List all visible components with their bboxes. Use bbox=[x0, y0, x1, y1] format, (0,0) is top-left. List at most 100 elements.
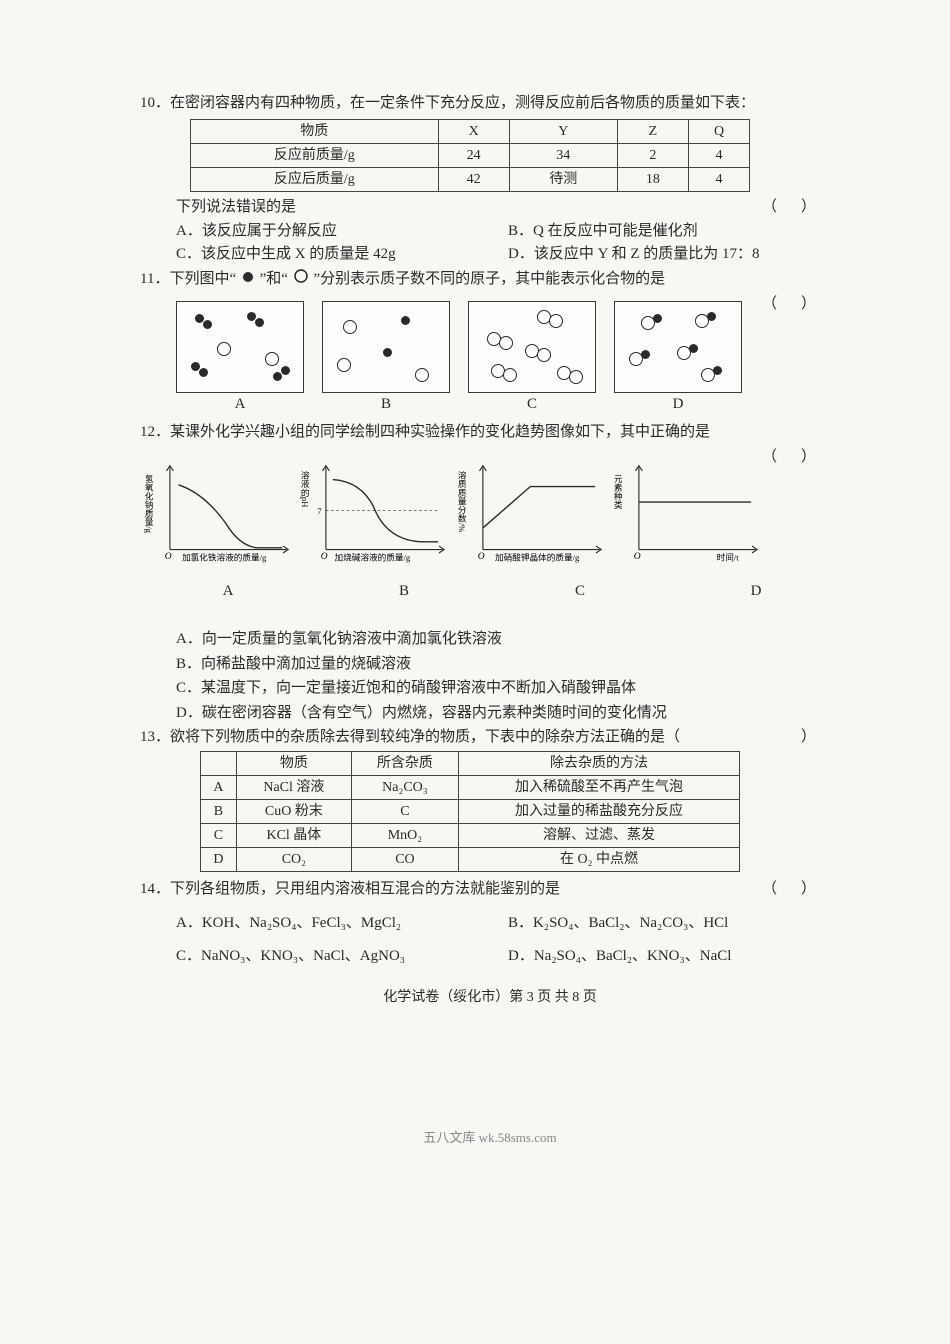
cell: 4 bbox=[689, 167, 750, 191]
cell: B bbox=[201, 799, 237, 823]
q12-labels: A B C D bbox=[144, 580, 840, 603]
q10-opts-1: A．该反应属于分解反应 B．Q 在反应中可能是催化剂 bbox=[176, 220, 840, 243]
label: B bbox=[320, 580, 488, 603]
label: C bbox=[468, 393, 596, 416]
cell: NaCl 溶液 bbox=[236, 775, 351, 799]
cell: CuO 粉末 bbox=[236, 799, 351, 823]
answer-blank: （） bbox=[762, 878, 840, 901]
cell: 2 bbox=[617, 143, 688, 167]
solid-dot-icon bbox=[240, 269, 256, 283]
label: D bbox=[672, 580, 840, 603]
cell: 4 bbox=[689, 143, 750, 167]
q14-B: B．K₂SO₄、BaCl₂、Na₂CO₃、HCl bbox=[508, 912, 840, 935]
q10-sub: 下列说法错误的是 （） bbox=[176, 196, 840, 219]
q11-stem: 11．下列图中“ ”和“ ”分别表示质子数不同的原子，其中能表示化合物的是 bbox=[140, 267, 840, 291]
q11-labels: A B C D bbox=[176, 393, 840, 416]
q11-box-A bbox=[176, 301, 304, 393]
q11-b: ”和“ bbox=[260, 271, 288, 287]
paren-open: （ bbox=[762, 449, 801, 465]
q12-graph-D: 元素种类 O 时间/t bbox=[613, 450, 761, 580]
q14-C: C．NaNO₃、KNO₃、NaCl、AgNO₃ bbox=[176, 945, 508, 968]
q14-A: A．KOH、Na₂SO₄、FeCl₃、MgCl₂ bbox=[176, 912, 508, 935]
paren-close: ） bbox=[801, 881, 840, 897]
cell bbox=[201, 751, 237, 775]
q14-D: D．Na₂SO₄、BaCl₂、KNO₃、NaCl bbox=[508, 945, 840, 968]
q12-B: B．向稀盐酸中滴加过量的烧碱溶液 bbox=[176, 653, 840, 676]
cell: KCl 晶体 bbox=[236, 823, 351, 847]
xlabel: 加烧碱溶液的质量/g bbox=[335, 551, 411, 562]
cell: D bbox=[201, 847, 237, 871]
cell: Q bbox=[689, 119, 750, 143]
paren-close: ） bbox=[801, 199, 840, 215]
cell: 待测 bbox=[509, 167, 617, 191]
label: A bbox=[176, 393, 304, 416]
q10-table: 物质 X Y Z Q 反应前质量/g 24 34 2 4 反应后质量/g 42 … bbox=[190, 119, 750, 192]
q13-stem-text: 13．欲将下列物质中的杂质除去得到较纯净的物质，下表中的除杂方法正确的是（ bbox=[140, 729, 680, 745]
cell: 加入稀硫酸至不再产生气泡 bbox=[458, 775, 739, 799]
exam-page: 10．在密闭容器内有四种物质，在一定条件下充分反应，测得反应前后各物质的质量如下… bbox=[0, 0, 950, 1188]
label: B bbox=[322, 393, 450, 416]
cell: MnO₂ bbox=[351, 823, 458, 847]
q10-sub-text: 下列说法错误的是 bbox=[176, 199, 296, 215]
q12-C: C．某温度下，向一定量接近饱和的硝酸钾溶液中不断加入硝酸钾晶体 bbox=[176, 677, 840, 700]
cell: 反应后质量/g bbox=[191, 167, 439, 191]
cell: Z bbox=[617, 119, 688, 143]
cell: 18 bbox=[617, 167, 688, 191]
q14-stem-text: 14．下列各组物质，只用组内溶液相互混合的方法就能鉴别的是 bbox=[140, 881, 560, 897]
label: D bbox=[614, 393, 742, 416]
cell: CO bbox=[351, 847, 458, 871]
q14-opts-1: A．KOH、Na₂SO₄、FeCl₃、MgCl₂ B．K₂SO₄、BaCl₂、N… bbox=[176, 912, 840, 935]
paren-close: ） bbox=[801, 449, 840, 465]
paren-open: （ bbox=[762, 881, 801, 897]
paren-open: （ bbox=[762, 199, 801, 215]
cell: 溶解、过滤、蒸发 bbox=[458, 823, 739, 847]
cell: 所含杂质 bbox=[351, 751, 458, 775]
open-dot-icon bbox=[292, 267, 310, 283]
paren-close: ） bbox=[801, 296, 840, 312]
cell: Y bbox=[509, 119, 617, 143]
q12-graph-A: 氢氧化钠质量/g O 加氯化铁溶液的质量/g bbox=[144, 450, 292, 580]
q11-a: 11．下列图中“ bbox=[140, 271, 236, 287]
cell: 除去杂质的方法 bbox=[458, 751, 739, 775]
q10-stem: 10．在密闭容器内有四种物质，在一定条件下充分反应，测得反应前后各物质的质量如下… bbox=[140, 92, 840, 115]
cell: 物质 bbox=[236, 751, 351, 775]
q13-stem: 13．欲将下列物质中的杂质除去得到较纯净的物质，下表中的除杂方法正确的是（ ） bbox=[140, 726, 840, 749]
answer-blank: （） bbox=[762, 196, 840, 219]
cell: Na₂CO₃ bbox=[351, 775, 458, 799]
ylabel: 溶质质量分数/% bbox=[457, 469, 467, 532]
ylabel: 氢氧化钠质量/g bbox=[144, 473, 154, 534]
cell: 24 bbox=[438, 143, 509, 167]
cell: CO₂ bbox=[236, 847, 351, 871]
cell: X bbox=[438, 119, 509, 143]
cell: A bbox=[201, 775, 237, 799]
watermark: 五八文库 wk.58sms.com bbox=[140, 1128, 840, 1148]
q10-D: D．该反应中 Y 和 Z 的质量比为 17：8 bbox=[508, 243, 840, 266]
ylabel: 元素种类 bbox=[614, 474, 624, 509]
origin: O bbox=[634, 552, 641, 562]
origin: O bbox=[478, 552, 485, 562]
xlabel: 时间/t bbox=[717, 551, 740, 562]
cell: 加入过量的稀盐酸充分反应 bbox=[458, 799, 739, 823]
q14-opts-2: C．NaNO₃、KNO₃、NaCl、AgNO₃ D．Na₂SO₄、BaCl₂、K… bbox=[176, 945, 840, 968]
q10-B: B．Q 在反应中可能是催化剂 bbox=[508, 220, 840, 243]
cell: C bbox=[351, 799, 458, 823]
ylabel: 溶液的pH bbox=[301, 469, 311, 507]
yline: 7 bbox=[318, 506, 323, 516]
q10-C: C．该反应中生成 X 的质量是 42g bbox=[176, 243, 508, 266]
q12-stem-text: 12．某课外化学兴趣小组的同学绘制四种实验操作的变化趋势图像如下，其中正确的是 bbox=[140, 424, 710, 440]
answer-blank: ） bbox=[801, 726, 840, 749]
cell: C bbox=[201, 823, 237, 847]
paren-open: （ bbox=[762, 296, 801, 312]
q11-c: ”分别表示质子数不同的原子，其中能表示化合物的是 bbox=[313, 271, 665, 287]
q12-D: D．碳在密闭容器（含有空气）内燃烧，容器内元素种类随时间的变化情况 bbox=[176, 702, 840, 725]
q10-opts-2: C．该反应中生成 X 的质量是 42g D．该反应中 Y 和 Z 的质量比为 1… bbox=[176, 243, 840, 266]
cell: 反应前质量/g bbox=[191, 143, 439, 167]
q11-images bbox=[176, 301, 762, 393]
q11-box-B bbox=[322, 301, 450, 393]
xlabel: 加硝酸钾晶体的质量/g bbox=[495, 551, 580, 562]
cell: 在 O₂ 中点燃 bbox=[458, 847, 739, 871]
origin: O bbox=[321, 552, 328, 562]
q13-table: 物质 所含杂质 除去杂质的方法 A NaCl 溶液 Na₂CO₃ 加入稀硫酸至不… bbox=[200, 751, 740, 872]
cell: 34 bbox=[509, 143, 617, 167]
page-footer: 化学试卷（绥化市）第 3 页 共 8 页 bbox=[140, 987, 840, 1008]
